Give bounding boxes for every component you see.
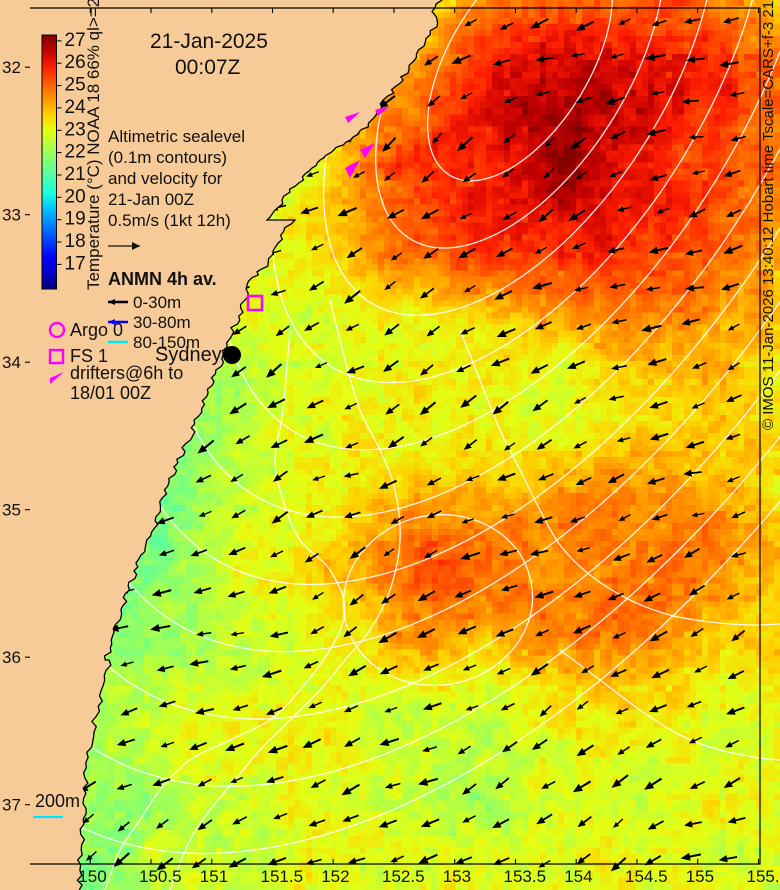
svg-text:26: 26 — [65, 52, 86, 73]
svg-text:153.5: 153.5 — [504, 867, 547, 886]
svg-text:© IMOS 11-Jan-2026 13:40:12 Ho: © IMOS 11-Jan-2026 13:40:12 Hobart time … — [760, 1, 777, 430]
svg-text:30-80m: 30-80m — [133, 313, 191, 332]
svg-text:34: 34 — [2, 353, 21, 372]
svg-text:32: 32 — [2, 58, 21, 77]
svg-text:154.5: 154.5 — [625, 867, 668, 886]
svg-text:155.5: 155.5 — [747, 867, 780, 886]
svg-text:23: 23 — [65, 119, 86, 140]
svg-text:and velocity for: and velocity for — [108, 169, 223, 188]
svg-text:155: 155 — [686, 867, 714, 886]
svg-text:18: 18 — [65, 231, 86, 252]
svg-text:Altimetric sealevel: Altimetric sealevel — [108, 127, 245, 146]
svg-text:37: 37 — [2, 796, 21, 815]
svg-text:0.5m/s (1kt 12h): 0.5m/s (1kt 12h) — [108, 211, 231, 230]
svg-text:27: 27 — [65, 30, 86, 51]
svg-text:21-Jan-2025: 21-Jan-2025 — [150, 30, 268, 53]
svg-text:00:07Z: 00:07Z — [175, 56, 241, 79]
svg-text:ANMN 4h av.: ANMN 4h av. — [108, 269, 217, 289]
svg-text:36: 36 — [2, 648, 21, 667]
svg-text:21: 21 — [65, 164, 86, 185]
svg-text:200m: 200m — [35, 791, 80, 811]
svg-text:150.5: 150.5 — [139, 867, 182, 886]
svg-text:18/01 00Z: 18/01 00Z — [70, 383, 151, 403]
svg-text:drifters@6h to: drifters@6h to — [70, 363, 183, 383]
svg-text:80-150m: 80-150m — [133, 333, 200, 352]
svg-text:24: 24 — [65, 97, 87, 118]
svg-text:21-Jan 00Z: 21-Jan 00Z — [108, 190, 194, 209]
svg-text:(0.1m contours): (0.1m contours) — [108, 148, 227, 167]
svg-text:151.5: 151.5 — [261, 867, 304, 886]
svg-text:153: 153 — [443, 867, 471, 886]
svg-text:154: 154 — [564, 867, 592, 886]
svg-text:0-30m: 0-30m — [133, 293, 181, 312]
svg-text:25: 25 — [65, 75, 86, 96]
svg-text:19: 19 — [65, 209, 86, 230]
svg-text:35: 35 — [2, 501, 21, 520]
svg-text:22: 22 — [65, 142, 86, 163]
svg-text:17: 17 — [65, 253, 86, 274]
svg-text:151: 151 — [200, 867, 228, 886]
svg-text:152.5: 152.5 — [382, 867, 425, 886]
svg-text:20: 20 — [65, 186, 86, 207]
svg-text:Temperature (°C) NOAA 18 66% q: Temperature (°C) NOAA 18 66% ql>=2 — [84, 0, 103, 290]
svg-text:150: 150 — [78, 867, 106, 886]
svg-text:33: 33 — [2, 206, 21, 225]
svg-text:152: 152 — [321, 867, 349, 886]
